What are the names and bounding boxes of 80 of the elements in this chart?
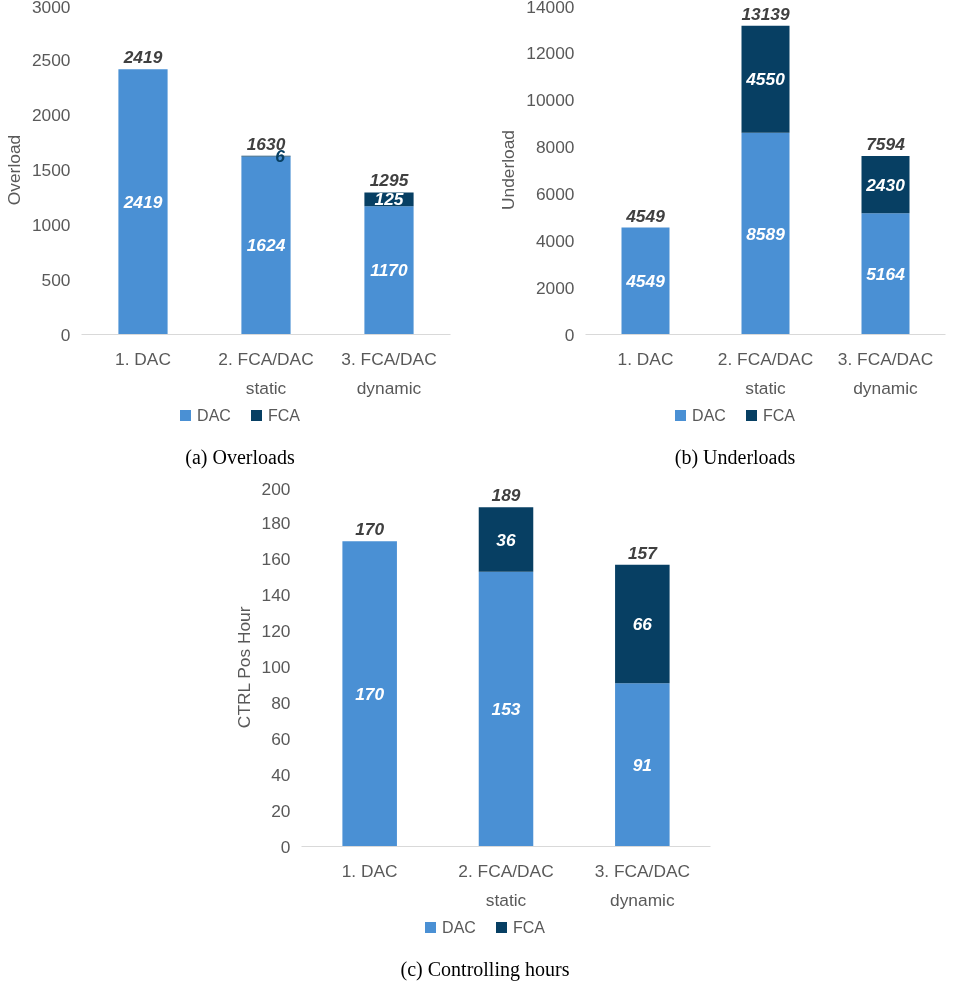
legend-label: DAC	[691, 407, 726, 424]
data-label: 2430	[865, 174, 906, 195]
data-label: 1170	[370, 260, 408, 281]
x-tick-label: 1. DAC	[617, 348, 674, 369]
text: (a) Overloads	[184, 445, 296, 471]
y-tick-label: 100	[261, 657, 291, 677]
y-tick-label: 0	[564, 324, 575, 345]
y-tick-label: 160	[261, 549, 291, 570]
legend-label: DAC	[441, 919, 476, 936]
category-label: 3. FCA/DAC dynamic	[594, 860, 690, 910]
total-label: 1295	[369, 170, 409, 191]
y-tick-label: 12000	[526, 42, 575, 63]
data-label: 66	[632, 613, 653, 634]
legend-label: FCA	[761, 407, 795, 424]
text: (b) Underloads	[673, 445, 797, 471]
bar	[615, 564, 670, 684]
legend-label: FCA	[266, 407, 300, 424]
y-tick-label: 6000	[535, 183, 575, 204]
y-tick-label: 180	[261, 513, 291, 534]
bar	[342, 541, 397, 847]
bar	[478, 571, 534, 847]
bar	[741, 132, 790, 335]
category-label: 3. FCA/DAC dynamic	[837, 348, 934, 398]
y-tick-label: 200	[261, 478, 291, 499]
x-tick-label: 1. DAC	[341, 860, 398, 881]
data-label: 4549	[625, 271, 666, 292]
total-label: 7594	[866, 134, 906, 155]
y-axis-title: CTRL Pos Hour	[233, 606, 254, 729]
x-tick-label: 1. DAC	[115, 348, 171, 369]
y-axis-title: Overload	[3, 134, 24, 206]
text: (c) Controlling hours	[399, 957, 571, 983]
data-label: 5164	[866, 263, 906, 284]
category-label: 2. FCA/DAC static	[717, 348, 814, 398]
bar	[861, 213, 910, 335]
bar	[615, 683, 670, 847]
bar	[621, 227, 670, 335]
bar	[364, 206, 414, 335]
y-tick-label: 120	[261, 621, 291, 642]
y-tick-label: 2500	[31, 50, 71, 71]
category-label: 3. FCA/DAC dynamic	[341, 348, 437, 398]
y-axis-title: Underload	[498, 130, 519, 210]
y-tick-label: 60	[271, 728, 291, 749]
y-tick-label: 1000	[31, 214, 71, 235]
bar	[741, 25, 790, 133]
y-tick-label: 0	[60, 324, 71, 345]
y-tick-label: 8000	[535, 136, 575, 157]
y-tick-label: 500	[41, 269, 71, 290]
legend-label: FCA	[511, 919, 545, 936]
data-label: 125	[374, 189, 404, 210]
y-tick-label: 80	[271, 692, 291, 713]
y-tick-label: 3000	[31, 0, 71, 17]
data-label: 2419	[122, 191, 163, 212]
category-label: 2. FCA/DAC static	[218, 348, 314, 398]
total-label: 13139	[741, 3, 790, 24]
total-label: 4549	[625, 205, 666, 226]
total-label: 157	[627, 542, 659, 563]
total-label: 170	[355, 519, 385, 540]
y-tick-label: 2000	[31, 105, 71, 126]
y-tick-label: 2000	[535, 277, 575, 298]
bar	[478, 507, 534, 572]
data-label: 153	[491, 699, 521, 720]
data-label: 4550	[745, 69, 786, 90]
y-tick-label: 20	[271, 800, 291, 821]
y-tick-label: 140	[261, 585, 291, 606]
y-tick-label: 1500	[31, 160, 71, 180]
total-label: 189	[491, 485, 521, 506]
data-label: 36	[496, 529, 516, 550]
y-tick-label: 0	[280, 836, 291, 857]
total-label: 2419	[122, 47, 163, 68]
data-label: 1624	[246, 235, 286, 256]
bar	[118, 69, 168, 335]
data-label: 170	[355, 683, 385, 704]
category-label: 2. FCA/DAC static	[458, 860, 554, 910]
legend-label: DAC	[196, 407, 231, 424]
y-tick-label: 4000	[535, 230, 575, 251]
y-tick-label: 14000	[526, 0, 575, 17]
y-tick-label: 10000	[526, 89, 575, 110]
data-label: 91	[632, 754, 652, 775]
data-label: 8589	[746, 223, 786, 244]
y-tick-label: 40	[271, 764, 291, 785]
